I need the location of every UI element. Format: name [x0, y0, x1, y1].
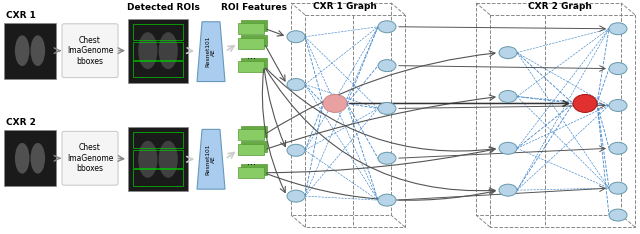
Bar [133, 150, 183, 168]
Ellipse shape [378, 194, 396, 206]
Ellipse shape [378, 21, 396, 33]
Ellipse shape [15, 35, 29, 66]
Bar [241, 20, 267, 31]
Bar [241, 35, 267, 46]
Bar [241, 141, 267, 152]
Ellipse shape [138, 32, 157, 69]
Text: ROI Features: ROI Features [221, 3, 287, 12]
Text: Resnet101
AE: Resnet101 AE [205, 144, 216, 175]
Ellipse shape [499, 91, 517, 102]
Bar [241, 126, 267, 137]
Text: Chest
ImaGenome
bboxes: Chest ImaGenome bboxes [67, 143, 113, 173]
Bar [241, 164, 267, 175]
Text: Resnet101
AE: Resnet101 AE [205, 36, 216, 67]
Ellipse shape [499, 184, 517, 196]
Ellipse shape [323, 95, 347, 113]
Text: Detected ROIs: Detected ROIs [127, 3, 200, 12]
Bar [238, 129, 264, 140]
Ellipse shape [31, 35, 45, 66]
Ellipse shape [499, 142, 517, 154]
FancyBboxPatch shape [62, 131, 118, 185]
Text: CXR 2 Graph: CXR 2 Graph [528, 2, 592, 11]
Bar [238, 167, 264, 178]
Ellipse shape [609, 63, 627, 75]
Ellipse shape [287, 79, 305, 91]
Ellipse shape [138, 141, 157, 178]
Polygon shape [197, 129, 225, 189]
Bar [238, 61, 264, 72]
Bar [238, 23, 264, 34]
Text: CXR 2: CXR 2 [6, 118, 36, 127]
Ellipse shape [609, 182, 627, 194]
Text: CXR 1 Graph: CXR 1 Graph [313, 2, 377, 11]
Bar [238, 144, 264, 155]
Ellipse shape [499, 47, 517, 59]
Ellipse shape [159, 141, 178, 178]
Ellipse shape [287, 31, 305, 43]
Text: Chest
ImaGenome
bboxes: Chest ImaGenome bboxes [67, 36, 113, 66]
Text: ...: ... [246, 51, 255, 61]
Bar [238, 38, 264, 49]
Ellipse shape [609, 99, 627, 111]
Text: CXR 1: CXR 1 [6, 11, 36, 20]
Bar [133, 24, 183, 40]
Ellipse shape [378, 102, 396, 114]
Ellipse shape [609, 23, 627, 35]
Bar [4, 130, 56, 186]
Ellipse shape [609, 209, 627, 221]
Ellipse shape [378, 60, 396, 72]
Text: ...: ... [246, 157, 255, 167]
Bar [133, 42, 183, 60]
Bar [128, 19, 188, 83]
Ellipse shape [378, 152, 396, 164]
Bar [241, 58, 267, 69]
Bar [133, 61, 183, 77]
FancyBboxPatch shape [62, 24, 118, 77]
Ellipse shape [159, 32, 178, 69]
Bar [128, 127, 188, 191]
Ellipse shape [573, 95, 597, 113]
Bar [133, 132, 183, 148]
Ellipse shape [609, 142, 627, 154]
Ellipse shape [31, 143, 45, 174]
Polygon shape [197, 22, 225, 82]
Ellipse shape [15, 143, 29, 174]
Ellipse shape [287, 190, 305, 202]
Ellipse shape [287, 144, 305, 156]
Bar [4, 23, 56, 79]
Bar [133, 169, 183, 186]
